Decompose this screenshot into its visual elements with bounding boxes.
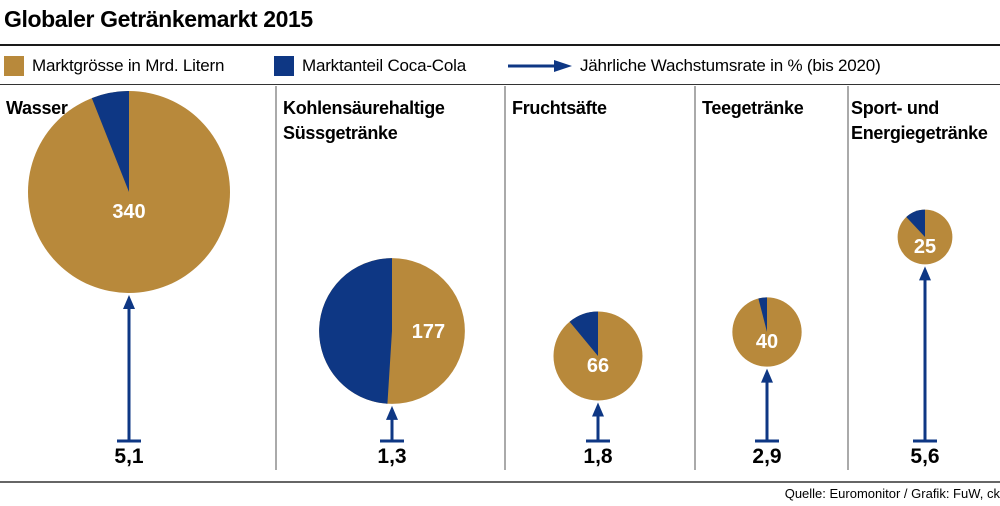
- legend-item-coca-cola-share: Marktanteil Coca-Cola: [274, 54, 466, 78]
- legend-label-market-size: Marktgrösse in Mrd. Litern: [32, 56, 225, 75]
- chart-title: Globaler Getränkemarkt 2015: [4, 6, 313, 32]
- pie-slice-coca-cola-share: [91, 91, 129, 192]
- legend: Marktgrösse in Mrd. Litern Marktanteil C…: [0, 54, 1000, 78]
- category-label: Teegetränke: [702, 98, 804, 118]
- pie-slice-coca-cola-share: [319, 258, 392, 404]
- source-credit: Quelle: Euromonitor / Grafik: FuW, ck: [784, 486, 1000, 501]
- growth-rate-label: 5,1: [114, 445, 144, 468]
- growth-rate-label: 1,8: [583, 445, 613, 468]
- growth-arrow-head: [386, 405, 398, 420]
- legend-swatch-coca-cola-share: [274, 56, 294, 76]
- legend-item-growth-rate: Jährliche Wachstumsrate in % (bis 2020): [508, 54, 881, 78]
- growth-rate-label: 2,9: [752, 445, 781, 468]
- growth-arrow-head: [919, 266, 931, 281]
- pie-value-label: 66: [587, 355, 609, 377]
- growth-arrow-head: [761, 368, 773, 383]
- growth-rate-label: 5,6: [910, 445, 939, 468]
- legend-swatch-market-size: [4, 56, 24, 76]
- category-label: Wasser: [6, 98, 68, 118]
- category-label: Energiegetränke: [851, 123, 988, 143]
- pie-slice-coca-cola-share: [569, 311, 598, 356]
- legend-label-growth-rate: Jährliche Wachstumsrate in % (bis 2020): [580, 56, 881, 75]
- category-label: Fruchtsäfte: [512, 98, 607, 118]
- pie-value-label: 340: [112, 201, 145, 223]
- legend-item-market-size: Marktgrösse in Mrd. Litern: [4, 54, 224, 78]
- category-label: Kohlensäurehaltige: [283, 98, 445, 118]
- category-label: Sport- und: [851, 98, 939, 118]
- growth-arrow-head: [123, 295, 135, 309]
- title-rule: [0, 44, 1000, 46]
- pie-slice-coca-cola-share: [758, 297, 767, 332]
- growth-arrow-head: [592, 402, 604, 417]
- pie-value-label: 177: [412, 321, 445, 343]
- category-label: Süssgetränke: [283, 123, 398, 143]
- legend-label-coca-cola-share: Marktanteil Coca-Cola: [302, 56, 466, 75]
- growth-rate-label: 1,3: [377, 445, 406, 468]
- pie-value-label: 40: [756, 331, 778, 353]
- pie-slice-coca-cola-share: [906, 209, 925, 237]
- arrow-right-icon: [508, 60, 572, 72]
- legend-rule: [0, 84, 1000, 85]
- pie-value-label: 25: [914, 236, 936, 258]
